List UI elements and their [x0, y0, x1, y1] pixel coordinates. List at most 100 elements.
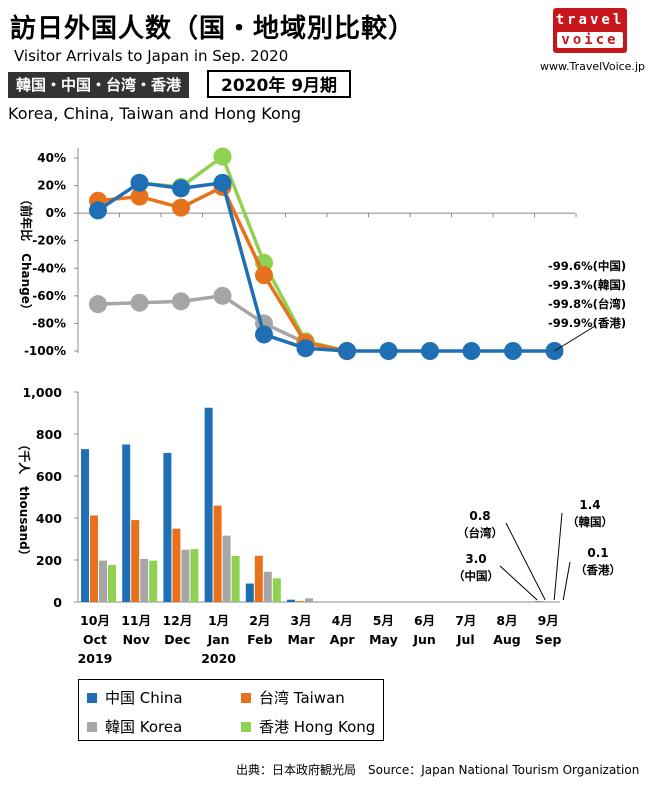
- x-tick-label-jp: 2月: [249, 613, 270, 628]
- series-point-korea: [130, 293, 149, 312]
- line-y-tick-label: -100%: [24, 344, 66, 358]
- series-point-china: [130, 173, 149, 192]
- legend-swatch-hongkong: [241, 721, 251, 732]
- bar-china: [245, 583, 254, 602]
- line-y-tick-label: -40%: [32, 261, 66, 275]
- callout-pointer: [562, 561, 571, 601]
- annotation-label: -99.6%(中国): [548, 259, 626, 273]
- bar-taiwan: [172, 528, 181, 602]
- series-point-china: [172, 179, 190, 198]
- series-point-taiwan: [130, 187, 149, 206]
- series-point-china: [213, 173, 232, 192]
- x-tick-label-en: Aug: [493, 632, 521, 647]
- x-tick-label-jp: 6月: [414, 613, 435, 628]
- legend-item-china: 中国 China: [87, 687, 183, 708]
- bar-korea: [99, 560, 107, 602]
- bar-taiwan: [213, 505, 222, 602]
- series-line-taiwan: [97, 184, 348, 353]
- callout-pointer: [553, 512, 563, 601]
- logo-bottom-text: voice: [557, 32, 623, 48]
- regions-english: Korea, China, Taiwan and Hong Kong: [8, 104, 302, 123]
- legend-label-china: 中国 China: [105, 689, 183, 707]
- bar-y-tick-label: 800: [36, 427, 62, 442]
- callout-label: （中国）: [453, 569, 499, 583]
- annotation-label: -99.8%(台湾): [548, 297, 626, 311]
- annotation-label: -99.3%(韓国): [548, 278, 626, 292]
- legend-swatch-china: [87, 692, 97, 703]
- annotation-label: -99.9%(香港): [548, 316, 626, 330]
- page-subtitle: Visitor Arrivals to Japan in Sep. 2020: [14, 47, 289, 65]
- bar-korea: [222, 535, 231, 602]
- annotation-pointer: [554, 325, 596, 352]
- source-note: 出典：日本政府観光局 Source：Japan National Tourism…: [236, 763, 640, 777]
- bar-taiwan: [90, 515, 98, 602]
- series-point-china: [89, 201, 107, 220]
- line-y-tick-label: 40%: [37, 151, 66, 165]
- legend-item-taiwan: 台湾 Taiwan: [241, 687, 345, 708]
- bar-china: [534, 601, 543, 602]
- legend-item-hongkong: 香港 Hong Kong: [241, 716, 375, 737]
- line-y-tick-label: 0%: [46, 206, 66, 220]
- callout-value: 1.4: [579, 498, 600, 512]
- x-tick-label-jp: 5月: [373, 613, 394, 628]
- x-tick-label-jp: 1月: [208, 613, 229, 628]
- legend-item-korea: 韓国 Korea: [87, 716, 182, 737]
- site-url[interactable]: www.TravelVoice.jp: [540, 60, 645, 73]
- callout-pointer: [505, 522, 546, 601]
- bar-y-tick-label: 200: [36, 553, 62, 568]
- x-tick-label-en: Apr: [330, 632, 356, 647]
- bar-korea: [305, 598, 313, 602]
- bar-hong-kong: [272, 578, 281, 602]
- callout-label: （香港）: [575, 563, 621, 577]
- series-point-china: [255, 325, 273, 344]
- bar-hong-kong: [149, 560, 158, 602]
- bar-korea: [263, 571, 272, 602]
- bar-china: [163, 452, 172, 602]
- series-point-korea: [89, 295, 107, 314]
- x-tick-label-en: Oct: [83, 632, 107, 647]
- x-tick-label-en: Sep: [535, 632, 561, 647]
- legend-swatch-taiwan: [241, 692, 251, 703]
- series-point-hong-kong: [213, 147, 232, 166]
- period-label: 2020年 9月期: [207, 70, 352, 98]
- series-point-china: [296, 339, 315, 358]
- callout-label: （韓国）: [567, 515, 613, 529]
- x-tick-label-en: Jun: [412, 632, 435, 647]
- x-tick-label-jp: 3月: [290, 613, 311, 628]
- series-point-china: [338, 342, 356, 360]
- series-point-korea: [213, 286, 232, 305]
- bar-taiwan: [131, 520, 140, 602]
- bar-y-tick-label: 1,000: [22, 385, 62, 400]
- series-point-china: [379, 342, 398, 360]
- bar-y-tick-label: 600: [36, 469, 62, 484]
- line-y-axis-label: （前年比 Change）: [19, 193, 34, 316]
- logo-top-text: travel: [555, 12, 625, 28]
- callout-pointer: [499, 565, 538, 601]
- series-point-china: [504, 342, 522, 360]
- legend-swatch-korea: [87, 721, 97, 732]
- line-y-tick-label: -80%: [32, 316, 66, 330]
- series-point-taiwan: [255, 266, 273, 285]
- x-tick-label-en: Jul: [456, 632, 475, 647]
- x-tick-label-en: Jan: [207, 632, 230, 647]
- line-y-tick-label: -60%: [32, 289, 66, 303]
- bar-korea: [140, 558, 149, 602]
- travelvoice-logo[interactable]: travel voice: [553, 8, 627, 53]
- x-tick-label-en: Feb: [247, 632, 273, 647]
- callout-value: 0.1: [587, 546, 608, 560]
- bar-taiwan: [296, 601, 304, 602]
- bar-korea: [181, 549, 190, 602]
- bar-china: [81, 449, 89, 602]
- x-tick-label-jp: 7月: [455, 613, 476, 628]
- page-title: 訪日外国人数（国・地域別比較）: [10, 14, 416, 44]
- series-point-china: [421, 342, 439, 360]
- x-tick-label-en: Mar: [287, 632, 315, 647]
- x-tick-label-en: May: [369, 632, 398, 647]
- x-tick-label-jp: 11月: [121, 613, 151, 628]
- callout-label: （台湾）: [457, 526, 503, 540]
- bar-y-tick-label: 400: [36, 511, 62, 526]
- series-point-china: [462, 342, 481, 360]
- legend-label-taiwan: 台湾 Taiwan: [259, 689, 345, 707]
- legend: 中国 China 台湾 Taiwan 韓国 Korea 香港 Hong Kong: [78, 679, 384, 741]
- change-line-chart: 40% 20% 0% -20% -40% -60% -80% -100% （前年比 Change…: [19, 147, 626, 360]
